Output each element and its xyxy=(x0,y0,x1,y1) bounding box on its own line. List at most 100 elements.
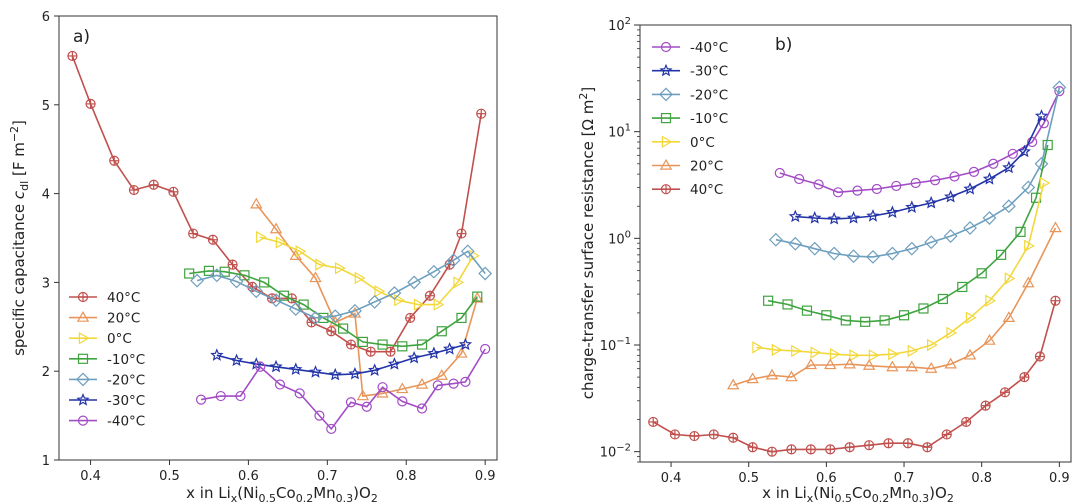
data-point xyxy=(846,249,861,264)
legend-label: -20°C xyxy=(690,87,728,103)
data-point xyxy=(356,389,370,401)
legend-label: -10°C xyxy=(107,352,145,368)
data-point xyxy=(377,339,388,350)
series-line-minus-10c xyxy=(189,270,478,348)
panel-b-label: b) xyxy=(775,35,792,55)
legend-label: -20°C xyxy=(107,372,145,388)
data-point xyxy=(427,346,441,360)
data-point xyxy=(957,281,968,293)
data-point xyxy=(843,357,856,369)
data-point xyxy=(871,183,882,195)
data-point xyxy=(1007,148,1018,159)
legend-item-minus-20c: -20°C xyxy=(69,372,145,388)
data-point xyxy=(766,446,778,457)
panel-a-x-ticks: 0.4 0.5 0.6 0.7 0.8 0.9 xyxy=(80,460,496,484)
series-20c xyxy=(726,221,1062,390)
data-point xyxy=(374,285,386,298)
data-point xyxy=(965,311,977,324)
legend-marker xyxy=(659,158,673,170)
data-point xyxy=(849,349,861,362)
data-point xyxy=(782,299,793,310)
data-point xyxy=(879,315,890,326)
legend-item-20c: 20°C xyxy=(69,311,140,327)
series-line-minus-20c xyxy=(196,250,486,319)
data-point xyxy=(250,197,263,209)
series-line-minus-40c xyxy=(200,348,486,431)
data-point xyxy=(1050,295,1061,306)
data-point xyxy=(888,347,899,361)
legend-item-minus-30c: -30°C xyxy=(69,393,145,409)
series-40c xyxy=(67,50,487,357)
series-line-0c xyxy=(756,182,1045,357)
data-point xyxy=(929,175,941,186)
x-tick-label: 0.9 xyxy=(1049,471,1070,486)
data-point xyxy=(924,235,939,250)
data-point xyxy=(416,403,428,414)
data-point xyxy=(443,342,457,355)
data-point xyxy=(1017,144,1031,158)
y-tick-label: 2 xyxy=(42,365,50,380)
data-point xyxy=(387,357,401,370)
data-point xyxy=(905,360,919,372)
data-point xyxy=(863,440,875,451)
y-tick-label: 3 xyxy=(42,276,50,291)
data-point xyxy=(357,336,368,347)
data-point xyxy=(416,339,428,350)
data-point xyxy=(269,293,283,308)
panel-b-series xyxy=(648,80,1067,457)
data-point xyxy=(810,346,822,359)
data-point xyxy=(925,362,938,373)
data-point xyxy=(207,234,218,245)
series-line-40c xyxy=(652,300,1057,453)
legend-marker xyxy=(660,112,672,124)
legend-item-40c: 40°C xyxy=(652,182,723,198)
data-point xyxy=(752,341,764,354)
legend-label: -40°C xyxy=(690,40,728,56)
data-point xyxy=(326,423,337,435)
x-tick-label: 0.5 xyxy=(738,471,759,486)
legend-label: 40°C xyxy=(107,290,140,306)
data-point xyxy=(807,241,822,256)
data-point xyxy=(1004,272,1016,285)
legend-marker xyxy=(76,310,90,322)
data-point xyxy=(471,291,484,303)
data-point xyxy=(460,376,471,387)
data-point xyxy=(426,264,441,279)
data-point xyxy=(456,228,467,239)
data-point xyxy=(891,180,902,192)
data-point xyxy=(898,310,910,321)
data-point xyxy=(480,343,491,355)
legend-marker xyxy=(77,291,89,303)
data-point xyxy=(944,189,958,203)
data-point xyxy=(453,276,465,289)
legend-label: 20°C xyxy=(107,311,140,327)
data-point xyxy=(209,268,224,283)
legend-item-minus-10c: -10°C xyxy=(69,352,145,368)
legend-marker xyxy=(77,353,89,364)
data-point xyxy=(195,394,207,405)
data-point xyxy=(295,245,307,258)
data-point xyxy=(227,259,238,270)
y-tick-label: 102 xyxy=(608,16,631,34)
data-point xyxy=(308,365,323,378)
data-point xyxy=(827,246,842,261)
data-point xyxy=(804,358,818,370)
data-point xyxy=(943,229,958,243)
legend-marker xyxy=(659,87,673,102)
data-point xyxy=(1034,351,1046,362)
x-tick-label: 0.7 xyxy=(894,471,915,486)
data-point xyxy=(448,378,459,389)
data-point xyxy=(1054,86,1065,97)
data-point xyxy=(397,396,408,407)
data-point xyxy=(446,253,461,268)
data-point xyxy=(397,341,408,352)
series-minus-30c xyxy=(788,109,1049,225)
data-point xyxy=(85,98,96,110)
data-point xyxy=(1024,239,1035,253)
data-point xyxy=(345,339,357,350)
y-tick-label: 10−1 xyxy=(600,336,631,354)
legend-item-minus-40c: -40°C xyxy=(69,414,145,430)
data-point xyxy=(1039,176,1051,190)
legend-label: -40°C xyxy=(107,414,145,430)
